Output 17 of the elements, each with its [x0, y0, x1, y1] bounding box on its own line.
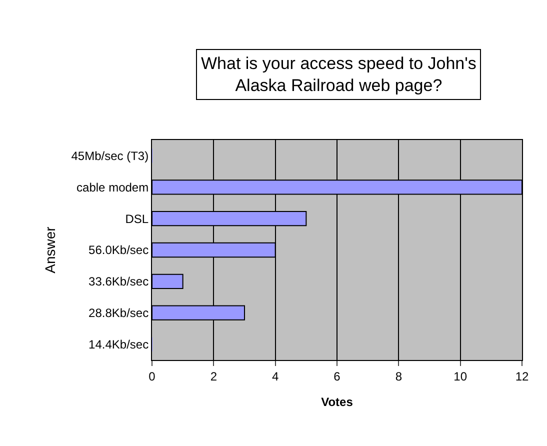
y-axis-title: Answer — [42, 226, 58, 274]
x-tick-label: 2 — [210, 369, 218, 384]
chart-title: What is your access speed to John's Alaska Railroad web page? — [201, 54, 476, 96]
y-tick-label: DSL — [125, 212, 149, 226]
y-tick-label: 56.0Kb/sec — [88, 243, 149, 258]
y-tick-label: 33.6Kb/sec — [88, 274, 149, 289]
x-tick-label: 10 — [454, 369, 468, 384]
x-tick-label: 8 — [395, 369, 402, 384]
y-tick-label: 45Mb/sec (T3) — [71, 148, 149, 163]
x-tick-label: 0 — [148, 369, 156, 384]
y-tick-label: cable modem — [76, 180, 149, 194]
y-tick-label: 28.8Kb/sec — [88, 306, 149, 320]
x-tick-label: 12 — [515, 369, 529, 384]
x-axis-title: Votes — [321, 395, 354, 409]
x-tick-label: 4 — [272, 369, 279, 384]
y-tick-label: 14.4Kb/sec — [88, 337, 149, 352]
x-tick-label: 6 — [334, 369, 341, 384]
